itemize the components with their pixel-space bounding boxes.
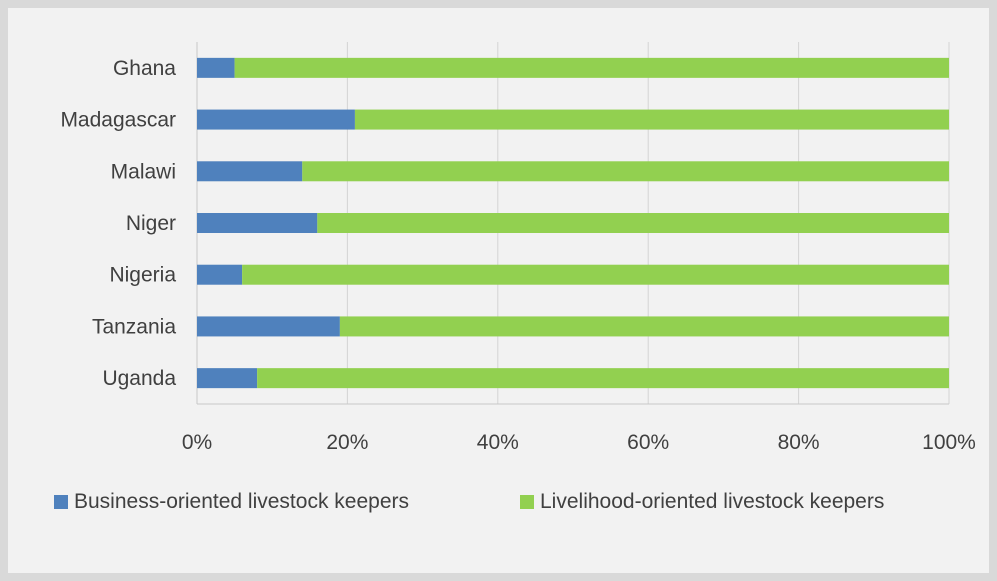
bar-business-uganda [197,368,258,389]
category-label: Nigeria [109,264,176,287]
bar-livelihood-tanzania [339,316,949,337]
x-tick-label: 60% [627,431,669,454]
bar-business-ghana [197,57,235,78]
legend: Business-oriented livestock keepers Livel… [54,490,884,513]
bar-livelihood-uganda [257,368,949,389]
x-tick-label: 100% [922,431,976,454]
legend-swatch [520,495,534,509]
chart-area: Ghana Madagascar Malawi Niger Nigeria Tanzani… [8,8,989,573]
legend-swatch [54,495,68,509]
x-tick-labels: 0% 20% 40% 60% 80% 100% [182,431,976,454]
bar-livelihood-nigeria [242,264,949,285]
stacked-bar-chart: Ghana Madagascar Malawi Niger Nigeria Tanzani… [54,42,976,513]
bar-livelihood-malawi [302,161,949,182]
bar-business-nigeria [197,264,243,285]
x-tick-label: 20% [326,431,368,454]
category-label: Ghana [113,57,176,80]
legend-label: Business-oriented livestock keepers [74,490,409,513]
category-label: Madagascar [60,109,176,132]
legend-label: Livelihood-oriented livestock keepers [540,490,884,513]
category-labels: Ghana Madagascar Malawi Niger Nigeria Tanzani… [60,57,176,390]
category-label: Malawi [111,160,176,183]
bar-livelihood-ghana [234,57,950,78]
bar-livelihood-madagascar [354,109,949,130]
bar-livelihood-niger [317,213,949,233]
bar-business-madagascar [197,109,355,130]
bar-business-niger [197,213,318,233]
bars [197,57,950,389]
bar-business-malawi [197,161,303,182]
x-tick-label: 40% [477,431,519,454]
bar-business-tanzania [197,316,340,337]
category-label: Tanzania [92,315,176,338]
category-label: Niger [126,212,176,235]
x-tick-label: 0% [182,431,212,454]
category-label: Uganda [102,367,176,390]
x-tick-label: 80% [778,431,820,454]
